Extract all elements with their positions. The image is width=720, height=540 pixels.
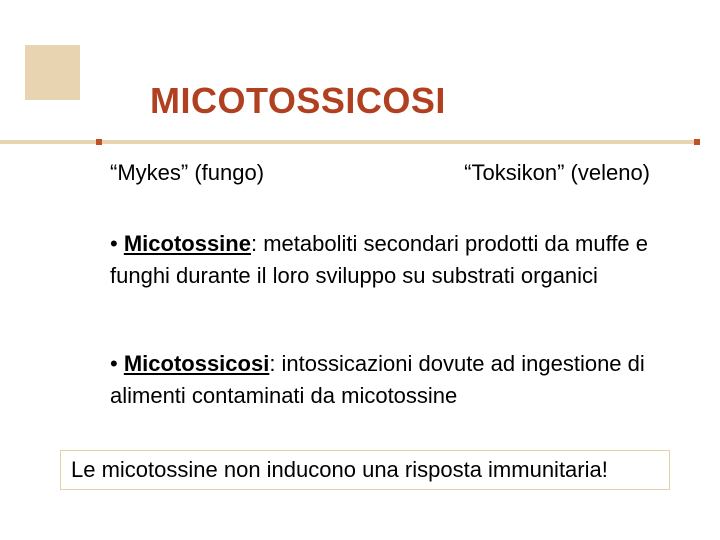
etymology-row: “Mykes” (fungo) “Toksikon” (veleno) xyxy=(110,160,650,186)
etym-left-term: “Mykes” xyxy=(110,160,188,185)
bullet-dot: • xyxy=(110,351,124,376)
footer-note: Le micotossine non inducono una risposta… xyxy=(60,450,670,490)
tick-mark xyxy=(96,139,102,145)
accent-block-top xyxy=(25,45,80,100)
tick-mark xyxy=(694,139,700,145)
etym-left: “Mykes” (fungo) xyxy=(110,160,264,186)
horizontal-rule xyxy=(0,140,695,144)
etym-left-gloss: (fungo) xyxy=(188,160,264,185)
bullet-1-lead: Micotossine xyxy=(124,231,251,256)
bullet-2: • Micotossicosi: intossicazioni dovute a… xyxy=(110,348,670,412)
bullet-2-lead: Micotossicosi xyxy=(124,351,269,376)
etym-right-gloss: (veleno) xyxy=(564,160,650,185)
etym-right-term: “Toksikon” xyxy=(464,160,564,185)
slide-title: MICOTOSSICOSI xyxy=(150,80,446,122)
etym-right: “Toksikon” (veleno) xyxy=(464,160,650,186)
bullet-dot: • xyxy=(110,231,124,256)
bullet-1: • Micotossine: metaboliti secondari prod… xyxy=(110,228,650,292)
